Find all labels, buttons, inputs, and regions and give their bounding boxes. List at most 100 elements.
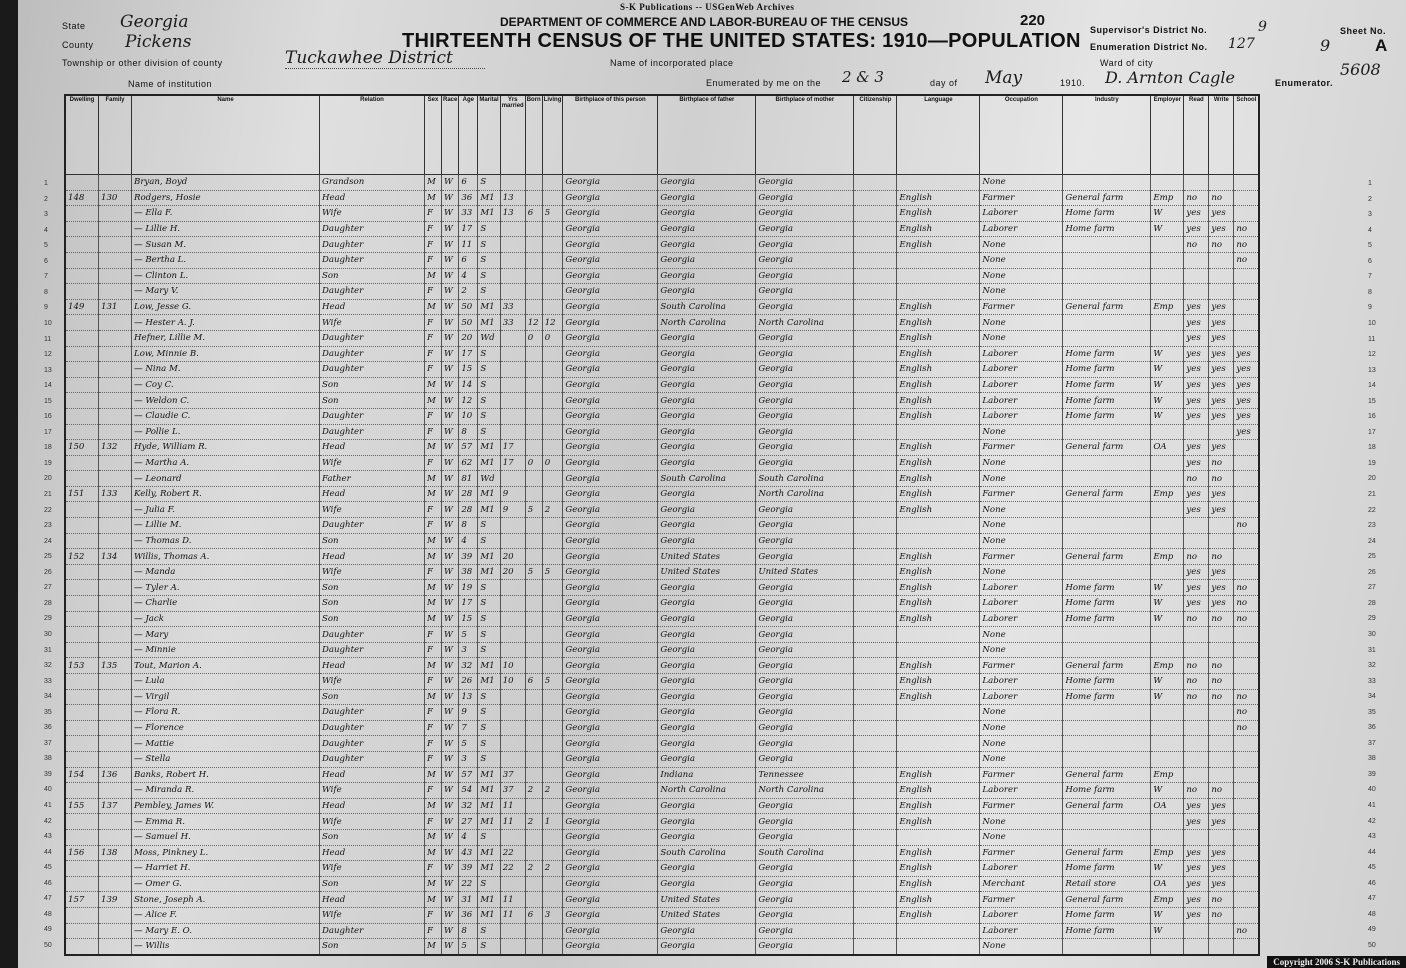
cell-birthplace-of-father: Georgia	[657, 424, 756, 441]
cell-read	[1183, 283, 1209, 300]
table-row: — Lula Wife F W 26 M1 10 6 5 Georgia Georgia Georgi…	[64, 673, 1260, 690]
cell-living	[541, 735, 563, 752]
cell-yrs-married	[499, 829, 526, 846]
supervisor-district-label: Supervisor's District No.	[1090, 25, 1208, 35]
supervisor-district-value: 9	[1258, 19, 1267, 35]
line-number: 27	[1368, 584, 1376, 592]
cell-relation: Daughter	[319, 704, 425, 721]
cell-dwelling	[64, 501, 99, 519]
cell-birthplace-of-mother: Georgia	[755, 876, 854, 893]
cell-employer: Emp	[1150, 548, 1184, 565]
cell-citizenship	[853, 252, 897, 269]
cell-employer: Emp	[1150, 891, 1184, 908]
cell-read	[1183, 174, 1209, 191]
cell-citizenship	[853, 907, 897, 924]
cell-industry: General farm	[1062, 891, 1151, 908]
cell-yrs-married	[499, 392, 526, 409]
cell-living: 1	[541, 813, 563, 830]
cell-sex: M	[424, 470, 442, 487]
department-heading: DEPARTMENT OF COMMERCE AND LABOR-BUREAU …	[500, 15, 908, 29]
cell-citizenship	[853, 673, 897, 690]
cell-school	[1233, 314, 1260, 331]
cell-birthplace-of-father: Georgia	[657, 236, 756, 253]
cell-born	[524, 408, 543, 425]
cell-birthplace-of-father: United States	[657, 548, 756, 565]
cell-sex: M	[424, 876, 442, 893]
cell-yrs-married: 11	[499, 798, 526, 815]
cell-sex: F	[424, 455, 442, 472]
cell-family	[98, 673, 132, 690]
cell-citizenship	[853, 174, 897, 191]
cell-industry	[1062, 517, 1151, 534]
cell-family	[98, 424, 132, 441]
cell-employer: W	[1150, 392, 1184, 409]
cell-name: — Bertha L.	[131, 252, 320, 269]
cell-age: 32	[458, 798, 478, 815]
cell-industry	[1062, 704, 1151, 721]
cell-birthplace-of-this-person: Georgia	[562, 361, 658, 378]
cell-marital: M1	[477, 439, 501, 456]
cell-race: W	[440, 704, 459, 721]
cell-school	[1233, 533, 1260, 550]
cell-occupation: Farmer	[979, 190, 1063, 207]
cell-living: 3	[541, 907, 563, 924]
cell-language: English	[896, 891, 980, 908]
cell-yrs-married	[499, 330, 526, 347]
cell-industry	[1062, 424, 1151, 441]
cell-occupation: Farmer	[979, 548, 1063, 565]
cell-born	[524, 174, 543, 191]
cell-birthplace-of-this-person: Georgia	[562, 533, 658, 550]
cell-industry	[1062, 314, 1151, 331]
cell-read: yes	[1183, 455, 1209, 472]
cell-born	[524, 611, 543, 628]
cell-sex: M	[424, 439, 442, 456]
cell-birthplace-of-father: Georgia	[657, 252, 756, 269]
cell-family: 136	[98, 767, 132, 784]
cell-occupation: Laborer	[979, 346, 1063, 363]
line-number: 39	[1368, 770, 1376, 778]
cell-industry: Home farm	[1062, 408, 1151, 425]
cell-school: no	[1233, 252, 1260, 269]
cell-birthplace-of-this-person: Georgia	[562, 767, 658, 784]
cell-dwelling	[64, 579, 99, 597]
cell-age: 38	[458, 564, 478, 581]
table-row: — Minnie Daughter F W 3 S Georgia Georgia Georgi…	[64, 642, 1260, 659]
cell-industry	[1062, 720, 1151, 737]
line-number: 16	[1368, 413, 1376, 421]
cell-living	[541, 611, 563, 628]
line-number: 46	[44, 879, 52, 887]
cell-age: 12	[458, 392, 478, 409]
cell-school	[1233, 782, 1260, 799]
cell-write	[1208, 938, 1234, 956]
cell-industry: Home farm	[1062, 782, 1151, 799]
cell-marital: M1	[477, 486, 501, 503]
cell-yrs-married	[499, 361, 526, 378]
cell-birthplace-of-father: North Carolina	[657, 782, 756, 799]
cell-age: 36	[458, 190, 478, 207]
cell-citizenship	[853, 891, 897, 908]
cell-school	[1233, 813, 1260, 830]
cell-citizenship	[853, 751, 897, 768]
line-number: 13	[1368, 366, 1376, 374]
cell-dwelling	[64, 174, 99, 191]
cell-birthplace-of-mother: Georgia	[755, 798, 854, 815]
cell-occupation: Laborer	[979, 673, 1063, 690]
line-number: 35	[1368, 708, 1376, 716]
cell-industry: Home farm	[1062, 611, 1151, 628]
cell-yrs-married: 20	[499, 548, 526, 565]
cell-dwelling: 154	[64, 767, 99, 784]
cell-industry	[1062, 626, 1151, 643]
cell-birthplace-of-this-person: Georgia	[562, 798, 658, 815]
cell-living	[541, 517, 563, 534]
cell-race: W	[440, 221, 459, 238]
cell-industry: General farm	[1062, 798, 1151, 815]
cell-sex: F	[424, 907, 442, 924]
line-number: 35	[44, 708, 52, 716]
line-number: 10	[1368, 319, 1376, 327]
cell-marital: S	[477, 642, 501, 659]
cell-born: 5	[524, 564, 543, 581]
line-number: 22	[1368, 506, 1376, 514]
cell-read	[1183, 252, 1209, 269]
cell-yrs-married	[499, 268, 526, 285]
cell-occupation: Farmer	[979, 299, 1063, 316]
